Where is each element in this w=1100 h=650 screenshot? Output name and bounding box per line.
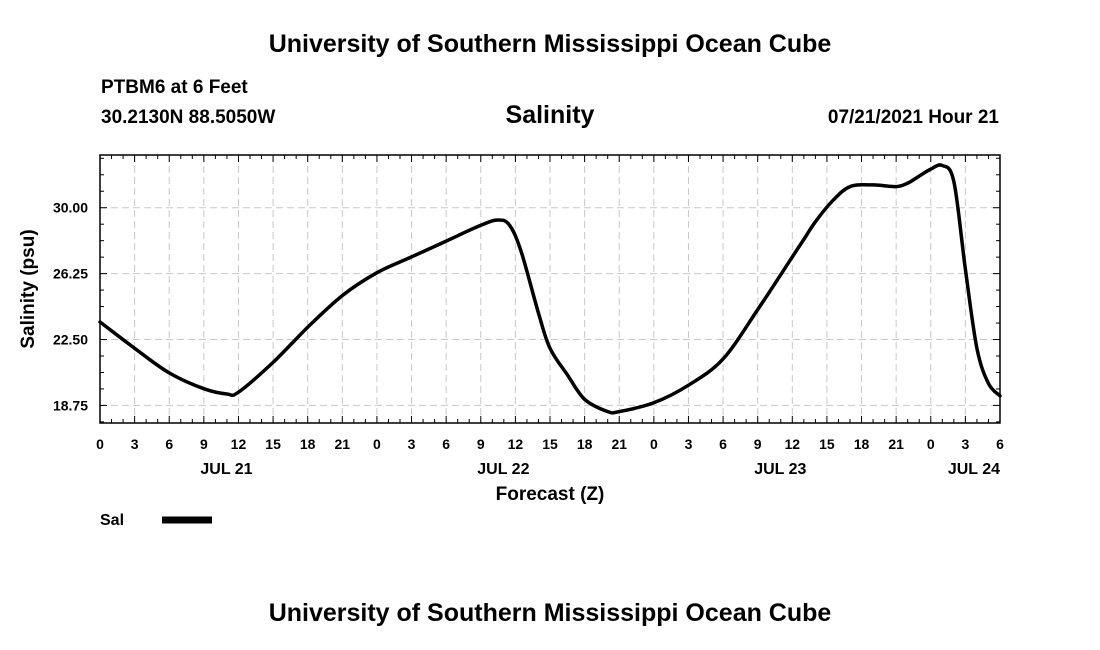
- x-tick-label: 3: [408, 436, 416, 452]
- y-tick-label: 26.25: [53, 266, 88, 282]
- date-label: JUL 23: [754, 461, 806, 478]
- date-label: JUL 24: [948, 461, 1000, 478]
- x-axis-label: Forecast (Z): [496, 484, 605, 505]
- x-tick-label: 18: [854, 436, 870, 452]
- x-tick-label: 6: [719, 436, 727, 452]
- x-tick-label: 3: [131, 436, 139, 452]
- x-tick-label: 21: [335, 436, 351, 452]
- x-tick-label: 0: [96, 436, 104, 452]
- x-tick-label: 9: [200, 436, 208, 452]
- salinity-chart: 0 3 6 9 12 15 18 21 0 3 6 9 12 15 18 21 0 3 6 9 12 15 18 21 0 3 6 …: [0, 0, 1100, 650]
- y-tick-label: 18.75: [53, 397, 88, 413]
- x-tick-label: 6: [996, 436, 1004, 452]
- x-tick-label: 3: [961, 436, 969, 452]
- x-tick-label: 12: [508, 436, 524, 452]
- x-tick-labels: 0 3 6 9 12 15 18 21 0 3 6 9 12 15 18 21 0 3 6 9 12 15 18 21 0 3 6: [96, 436, 1004, 452]
- x-tick-label: 0: [927, 436, 935, 452]
- legend-label: Sal: [100, 512, 124, 529]
- x-tick-label: 15: [819, 436, 835, 452]
- footer-title: University of Southern Mississippi Ocean…: [0, 599, 1100, 628]
- x-tick-label: 6: [442, 436, 450, 452]
- y-tick-label: 30.00: [53, 200, 88, 216]
- x-tick-label: 21: [611, 436, 627, 452]
- y-tick-label: 22.50: [53, 332, 88, 348]
- x-tick-label: 0: [373, 436, 381, 452]
- x-tick-label: 9: [477, 436, 485, 452]
- x-tick-label: 21: [888, 436, 904, 452]
- x-tick-label: 3: [685, 436, 693, 452]
- x-tick-label: 15: [265, 436, 281, 452]
- y-axis-label: Salinity (psu): [18, 229, 39, 348]
- x-tick-label: 0: [650, 436, 658, 452]
- x-tick-label: 18: [577, 436, 593, 452]
- x-tick-label: 9: [754, 436, 762, 452]
- y-tick-labels: 18.75 22.50 26.25 30.00: [53, 200, 88, 414]
- date-label: JUL 21: [200, 461, 252, 478]
- grid-lines: [100, 155, 1000, 423]
- x-tick-label: 15: [542, 436, 558, 452]
- x-tick-label: 18: [300, 436, 316, 452]
- x-tick-label: 12: [231, 436, 247, 452]
- date-labels: JUL 21 JUL 22 JUL 23 JUL 24: [200, 461, 1000, 478]
- x-tick-label: 12: [785, 436, 801, 452]
- date-label: JUL 22: [477, 461, 529, 478]
- x-tick-label: 6: [165, 436, 173, 452]
